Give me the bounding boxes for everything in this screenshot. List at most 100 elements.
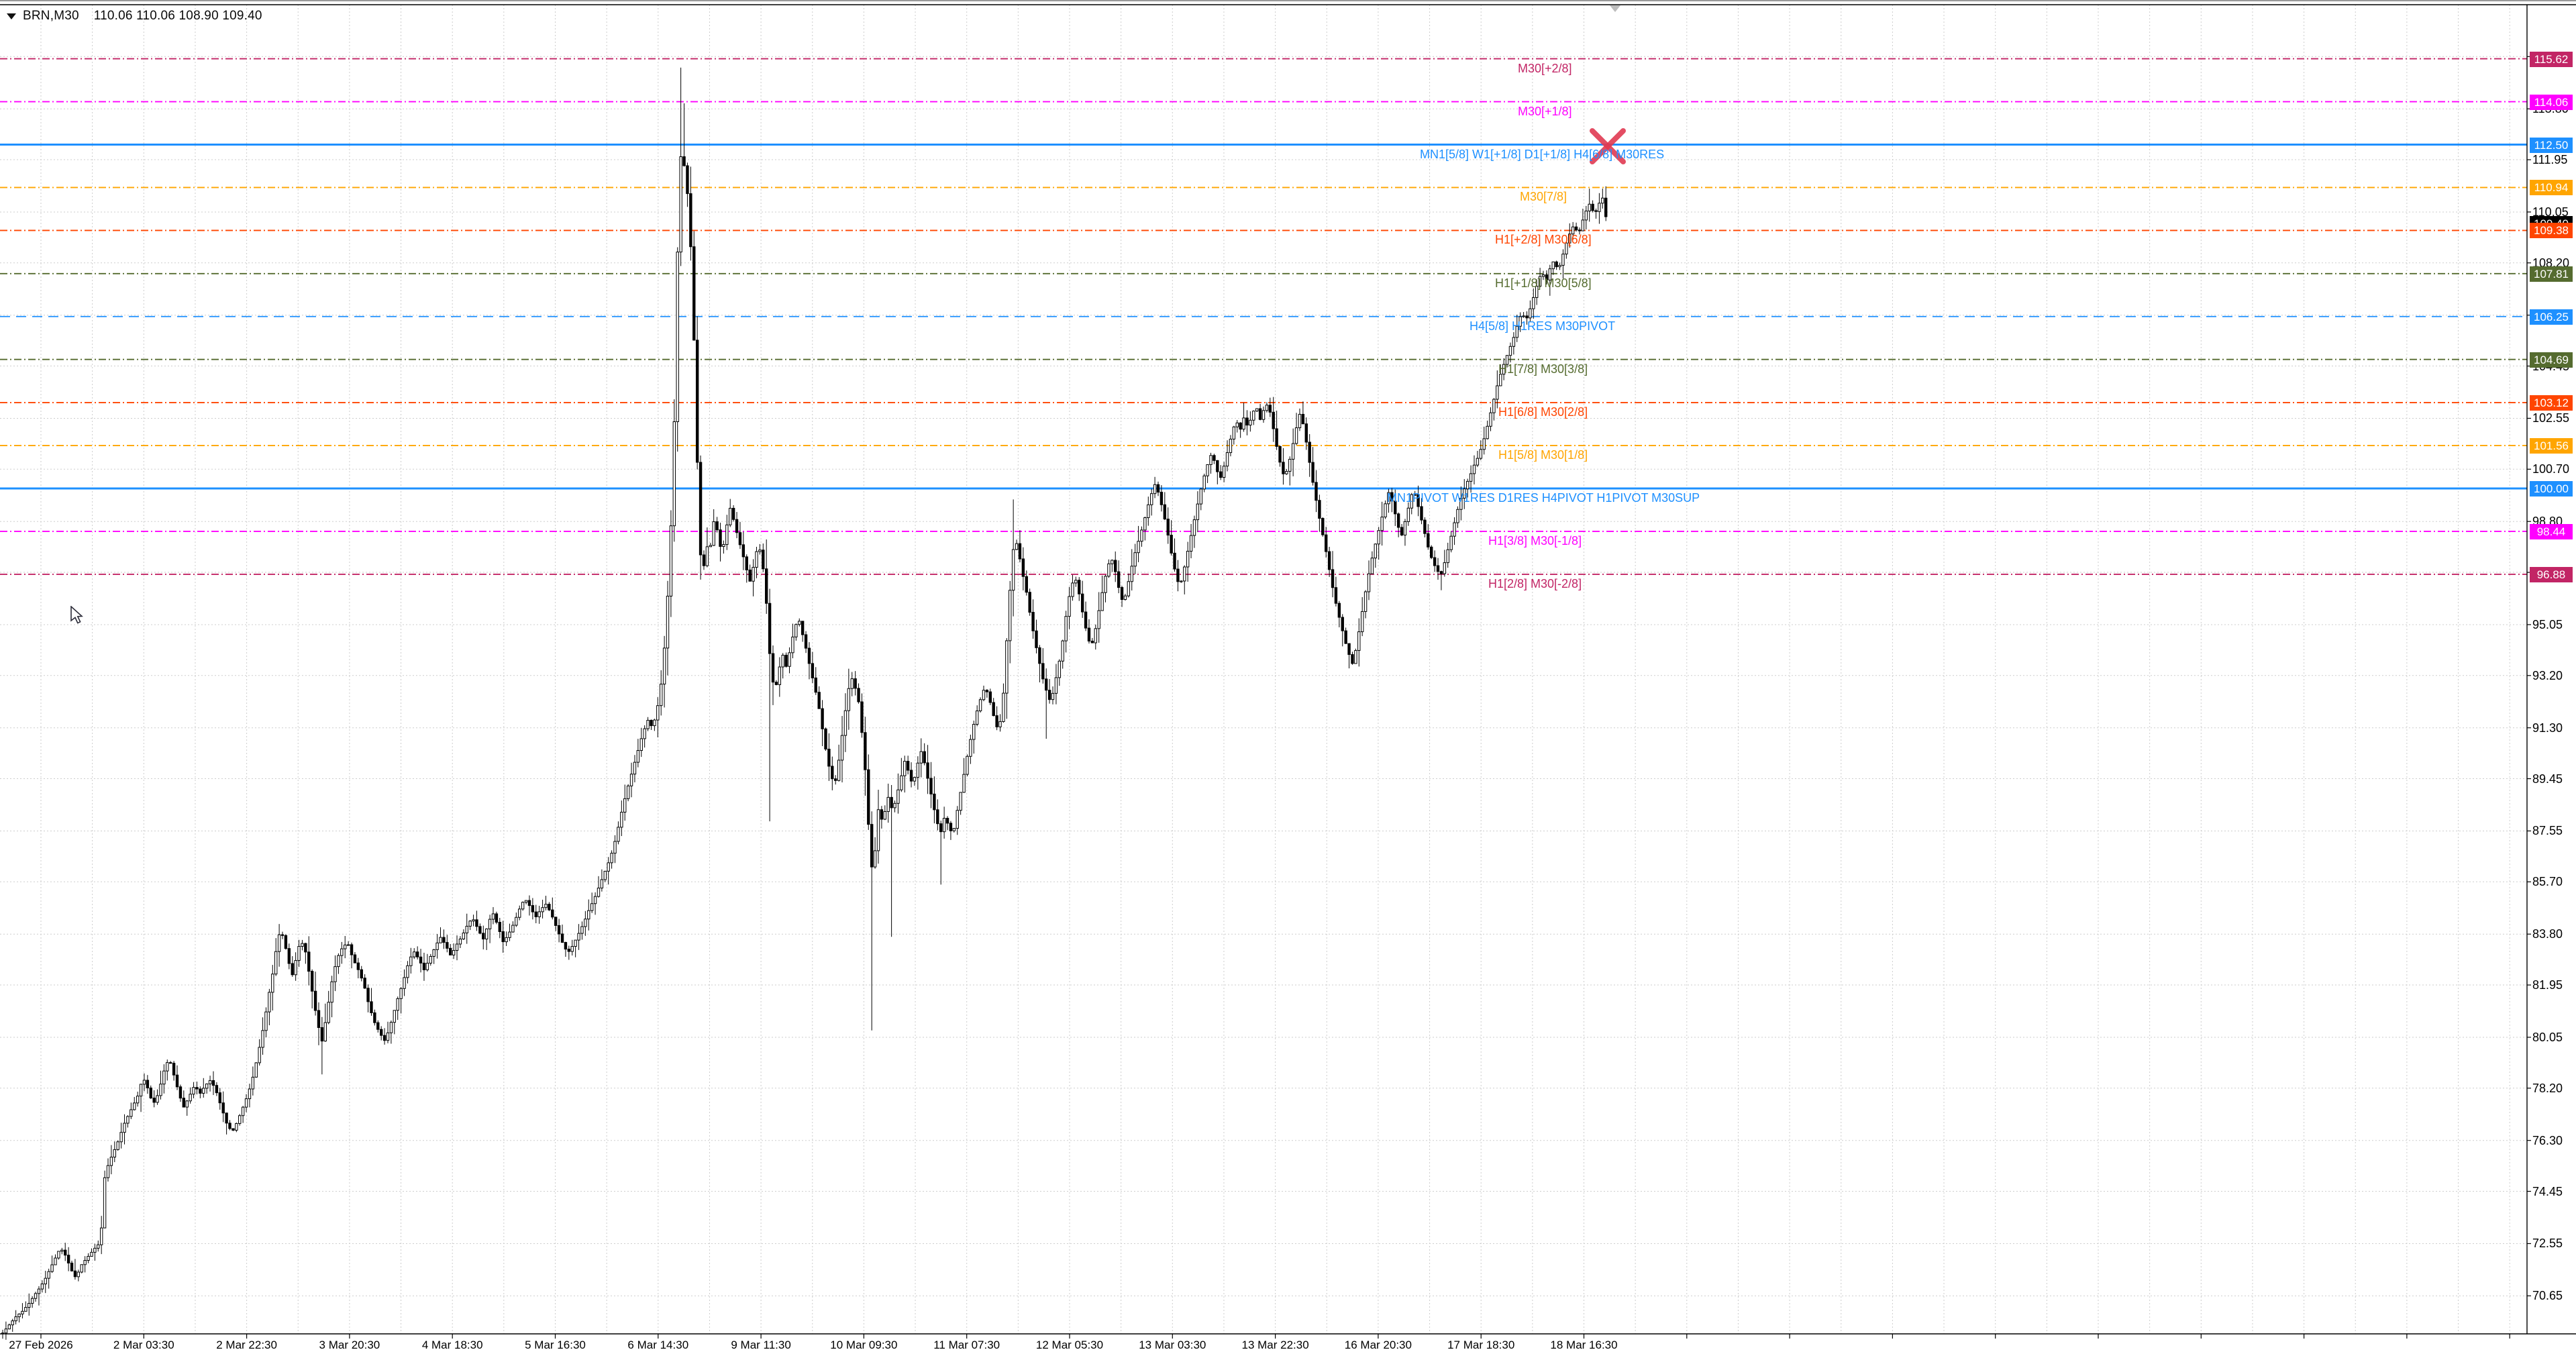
candle-body (386, 1032, 390, 1041)
candle-body (1331, 569, 1335, 588)
candle-body (827, 748, 831, 767)
candle-body (14, 1316, 17, 1322)
candle-body (738, 532, 742, 545)
candle-body (393, 1010, 397, 1023)
candle-body (1176, 568, 1180, 582)
candle-body (1390, 492, 1394, 502)
candle-body (429, 955, 432, 964)
candle-body (722, 544, 725, 547)
candle-body (382, 1035, 387, 1041)
price-axis-label: 111.95 (2532, 153, 2568, 167)
candle-body (1189, 535, 1193, 552)
candle-body (1565, 242, 1568, 255)
time-axis-label: 2 Mar 03:30 (113, 1339, 174, 1351)
candle-body (1508, 346, 1512, 356)
candle-body (992, 702, 995, 717)
candle-body (1173, 552, 1176, 570)
candle-body (729, 507, 732, 525)
candle-body (37, 1288, 41, 1294)
candle-body (597, 888, 601, 897)
candle-body (64, 1249, 67, 1256)
candle-body (175, 1074, 179, 1088)
candle-body (1529, 308, 1532, 319)
candle-body (277, 934, 281, 952)
candle-body (758, 550, 762, 552)
candle-body (103, 1177, 107, 1229)
candle-body (909, 770, 913, 782)
candle-body (886, 796, 890, 812)
candle-body (1206, 464, 1209, 476)
candle-body (248, 1088, 252, 1100)
candle-body (1140, 529, 1143, 542)
candle-body (1476, 458, 1480, 466)
candle-body (396, 998, 399, 1011)
candle-body (1209, 455, 1213, 465)
candle-body (1107, 563, 1111, 577)
candle-body (1166, 519, 1170, 536)
candle-body (1541, 274, 1545, 277)
candle-body (1104, 576, 1107, 593)
candle-body (840, 735, 844, 761)
candle-body (762, 550, 765, 570)
candle-body (541, 907, 544, 912)
candle-body (577, 933, 580, 941)
candle-body (709, 545, 712, 547)
candle-body (156, 1095, 159, 1103)
candle-body (1035, 630, 1038, 648)
candle-body (876, 809, 880, 851)
candle-body (1492, 399, 1496, 413)
level-price-badge: 110.94 (2530, 180, 2573, 196)
candle-body (1370, 558, 1374, 574)
candle-body (801, 621, 805, 635)
candle-body (1219, 471, 1223, 478)
candle-body (1489, 412, 1492, 427)
candle-body (106, 1165, 110, 1178)
time-axis[interactable]: 27 Feb 2026 2 Mar 03:30 2 Mar 22:30 3 Mar 2… (0, 1337, 2576, 1356)
candle-body (1242, 417, 1245, 430)
candle-body (221, 1102, 225, 1114)
candle-body (113, 1149, 117, 1158)
candle-body (626, 785, 630, 799)
candle-body (1196, 503, 1200, 521)
price-axis-label: 81.95 (2532, 978, 2563, 992)
candle-body (1384, 503, 1387, 518)
price-axis-label: 110.05 (2532, 205, 2569, 219)
candle-body (1472, 464, 1476, 474)
price-axis-label: 91.30 (2532, 721, 2563, 735)
candle-body (1463, 488, 1466, 499)
candle-body (1090, 640, 1094, 643)
candle-body (1341, 617, 1344, 631)
price-axis-label: 78.20 (2532, 1081, 2563, 1095)
price-axis[interactable]: 115.70113.80111.95110.05108.20106.30104.… (2528, 0, 2576, 1334)
candle-body (323, 1022, 327, 1042)
candle-body (600, 879, 604, 889)
candle-body (1192, 519, 1196, 536)
candle-body (1505, 355, 1509, 365)
candle-body (133, 1102, 136, 1110)
price-axis-label: 102.55 (2532, 411, 2570, 425)
candle-body (629, 774, 633, 786)
candle-body (857, 688, 860, 702)
candle-body (1117, 571, 1121, 588)
candle-body (903, 761, 907, 776)
candle-body (564, 942, 568, 950)
chart-title-symbol: BRN,M30 (23, 9, 79, 23)
candle-body (60, 1249, 64, 1252)
candle-body (1011, 549, 1015, 591)
candle-body (291, 963, 294, 976)
candle-body (199, 1088, 202, 1094)
symbol-dropdown-icon[interactable] (7, 13, 16, 19)
candle-body (205, 1083, 209, 1089)
candle-body (913, 777, 917, 782)
candle-body (1479, 449, 1482, 459)
candle-body (1486, 425, 1489, 439)
candle-body (900, 775, 903, 790)
candle-body (814, 677, 817, 693)
candle-body (99, 1227, 103, 1245)
candle-body (515, 917, 518, 926)
candle-body (268, 992, 271, 1012)
candle-body (939, 823, 943, 833)
candle-body (636, 750, 640, 763)
candle-body (1111, 560, 1114, 564)
